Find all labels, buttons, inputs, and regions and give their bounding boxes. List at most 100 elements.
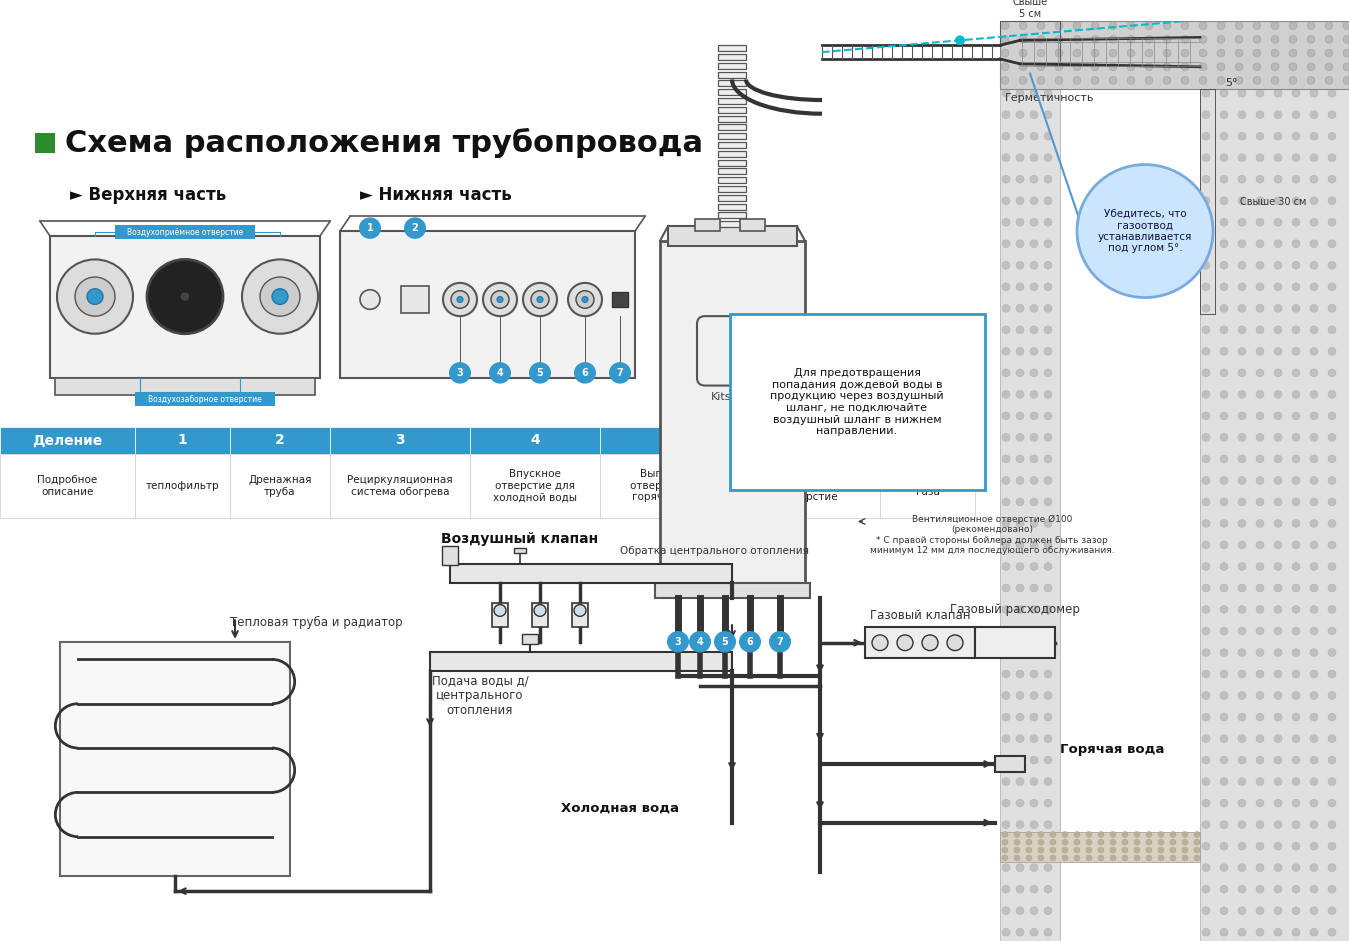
Circle shape	[1292, 606, 1300, 614]
Circle shape	[1002, 153, 1010, 162]
Circle shape	[1256, 347, 1264, 356]
Circle shape	[1037, 839, 1044, 845]
Text: Kitsurel: Kitsurel	[711, 392, 753, 403]
Circle shape	[921, 635, 938, 650]
Circle shape	[1031, 391, 1037, 398]
Circle shape	[1194, 847, 1201, 853]
Circle shape	[1018, 63, 1027, 71]
Circle shape	[1050, 839, 1056, 845]
Circle shape	[1219, 197, 1228, 204]
Circle shape	[1234, 36, 1242, 43]
Circle shape	[1310, 627, 1318, 635]
Circle shape	[1290, 49, 1296, 57]
Circle shape	[1031, 498, 1037, 506]
Bar	[600, 426, 741, 454]
Circle shape	[1016, 864, 1024, 871]
Circle shape	[1256, 584, 1264, 592]
Circle shape	[1238, 563, 1246, 570]
Circle shape	[1253, 36, 1261, 43]
Circle shape	[1219, 133, 1228, 140]
Circle shape	[1182, 832, 1188, 837]
Circle shape	[1126, 76, 1135, 85]
Bar	[1000, 833, 1201, 862]
Bar	[229, 454, 331, 518]
Circle shape	[494, 605, 506, 616]
Text: теплофильтр: теплофильтр	[146, 481, 220, 491]
Bar	[656, 583, 809, 598]
Circle shape	[1016, 391, 1024, 398]
Circle shape	[1016, 455, 1024, 463]
Circle shape	[1031, 842, 1037, 850]
Circle shape	[1014, 839, 1020, 845]
Circle shape	[1217, 63, 1225, 71]
Circle shape	[1122, 832, 1128, 837]
Circle shape	[1238, 111, 1246, 119]
Circle shape	[1256, 391, 1264, 398]
Circle shape	[1044, 412, 1052, 420]
Circle shape	[179, 292, 190, 301]
Circle shape	[1145, 76, 1153, 85]
Circle shape	[1256, 111, 1264, 119]
Circle shape	[1016, 434, 1024, 441]
Circle shape	[1327, 928, 1336, 936]
Circle shape	[1002, 627, 1010, 635]
Circle shape	[1292, 197, 1300, 204]
Circle shape	[1292, 46, 1300, 54]
Circle shape	[1031, 627, 1037, 635]
Circle shape	[1238, 864, 1246, 871]
Circle shape	[1238, 133, 1246, 140]
Circle shape	[1327, 218, 1336, 226]
Circle shape	[1044, 68, 1052, 75]
Circle shape	[1238, 541, 1246, 549]
Circle shape	[1055, 49, 1063, 57]
Circle shape	[1044, 455, 1052, 463]
Circle shape	[1273, 928, 1282, 936]
Circle shape	[1310, 821, 1318, 828]
Circle shape	[1219, 864, 1228, 871]
Circle shape	[1182, 847, 1188, 853]
Circle shape	[1292, 326, 1300, 334]
Circle shape	[1327, 240, 1336, 247]
Circle shape	[739, 631, 761, 652]
Circle shape	[1031, 885, 1037, 893]
Circle shape	[1031, 153, 1037, 162]
Circle shape	[1327, 153, 1336, 162]
Circle shape	[1219, 89, 1228, 97]
Circle shape	[1327, 606, 1336, 614]
Bar	[612, 292, 629, 308]
Circle shape	[534, 605, 546, 616]
Circle shape	[1180, 36, 1188, 43]
Text: ► Верхняя часть: ► Верхняя часть	[70, 186, 227, 204]
Circle shape	[1194, 839, 1201, 845]
Bar	[718, 195, 746, 200]
Circle shape	[1344, 63, 1349, 71]
Circle shape	[1273, 111, 1282, 119]
Circle shape	[1031, 928, 1037, 936]
Circle shape	[1145, 63, 1153, 71]
Circle shape	[1327, 885, 1336, 893]
Circle shape	[1327, 735, 1336, 742]
Bar	[718, 107, 746, 113]
Circle shape	[1292, 347, 1300, 356]
Circle shape	[1238, 197, 1246, 204]
Circle shape	[1202, 476, 1210, 485]
Circle shape	[1044, 391, 1052, 398]
Circle shape	[1122, 839, 1128, 845]
Circle shape	[1202, 197, 1210, 204]
Bar	[718, 151, 746, 157]
Circle shape	[1271, 22, 1279, 29]
Circle shape	[1273, 735, 1282, 742]
Circle shape	[1310, 24, 1318, 33]
Circle shape	[1271, 49, 1279, 57]
Bar	[532, 602, 548, 627]
Circle shape	[575, 362, 596, 384]
Circle shape	[1310, 347, 1318, 356]
Circle shape	[1238, 89, 1246, 97]
Circle shape	[1256, 757, 1264, 764]
Circle shape	[1256, 283, 1264, 291]
Circle shape	[1170, 832, 1176, 837]
Circle shape	[1202, 89, 1210, 97]
Circle shape	[1147, 839, 1152, 845]
Circle shape	[1031, 821, 1037, 828]
Circle shape	[1157, 847, 1164, 853]
